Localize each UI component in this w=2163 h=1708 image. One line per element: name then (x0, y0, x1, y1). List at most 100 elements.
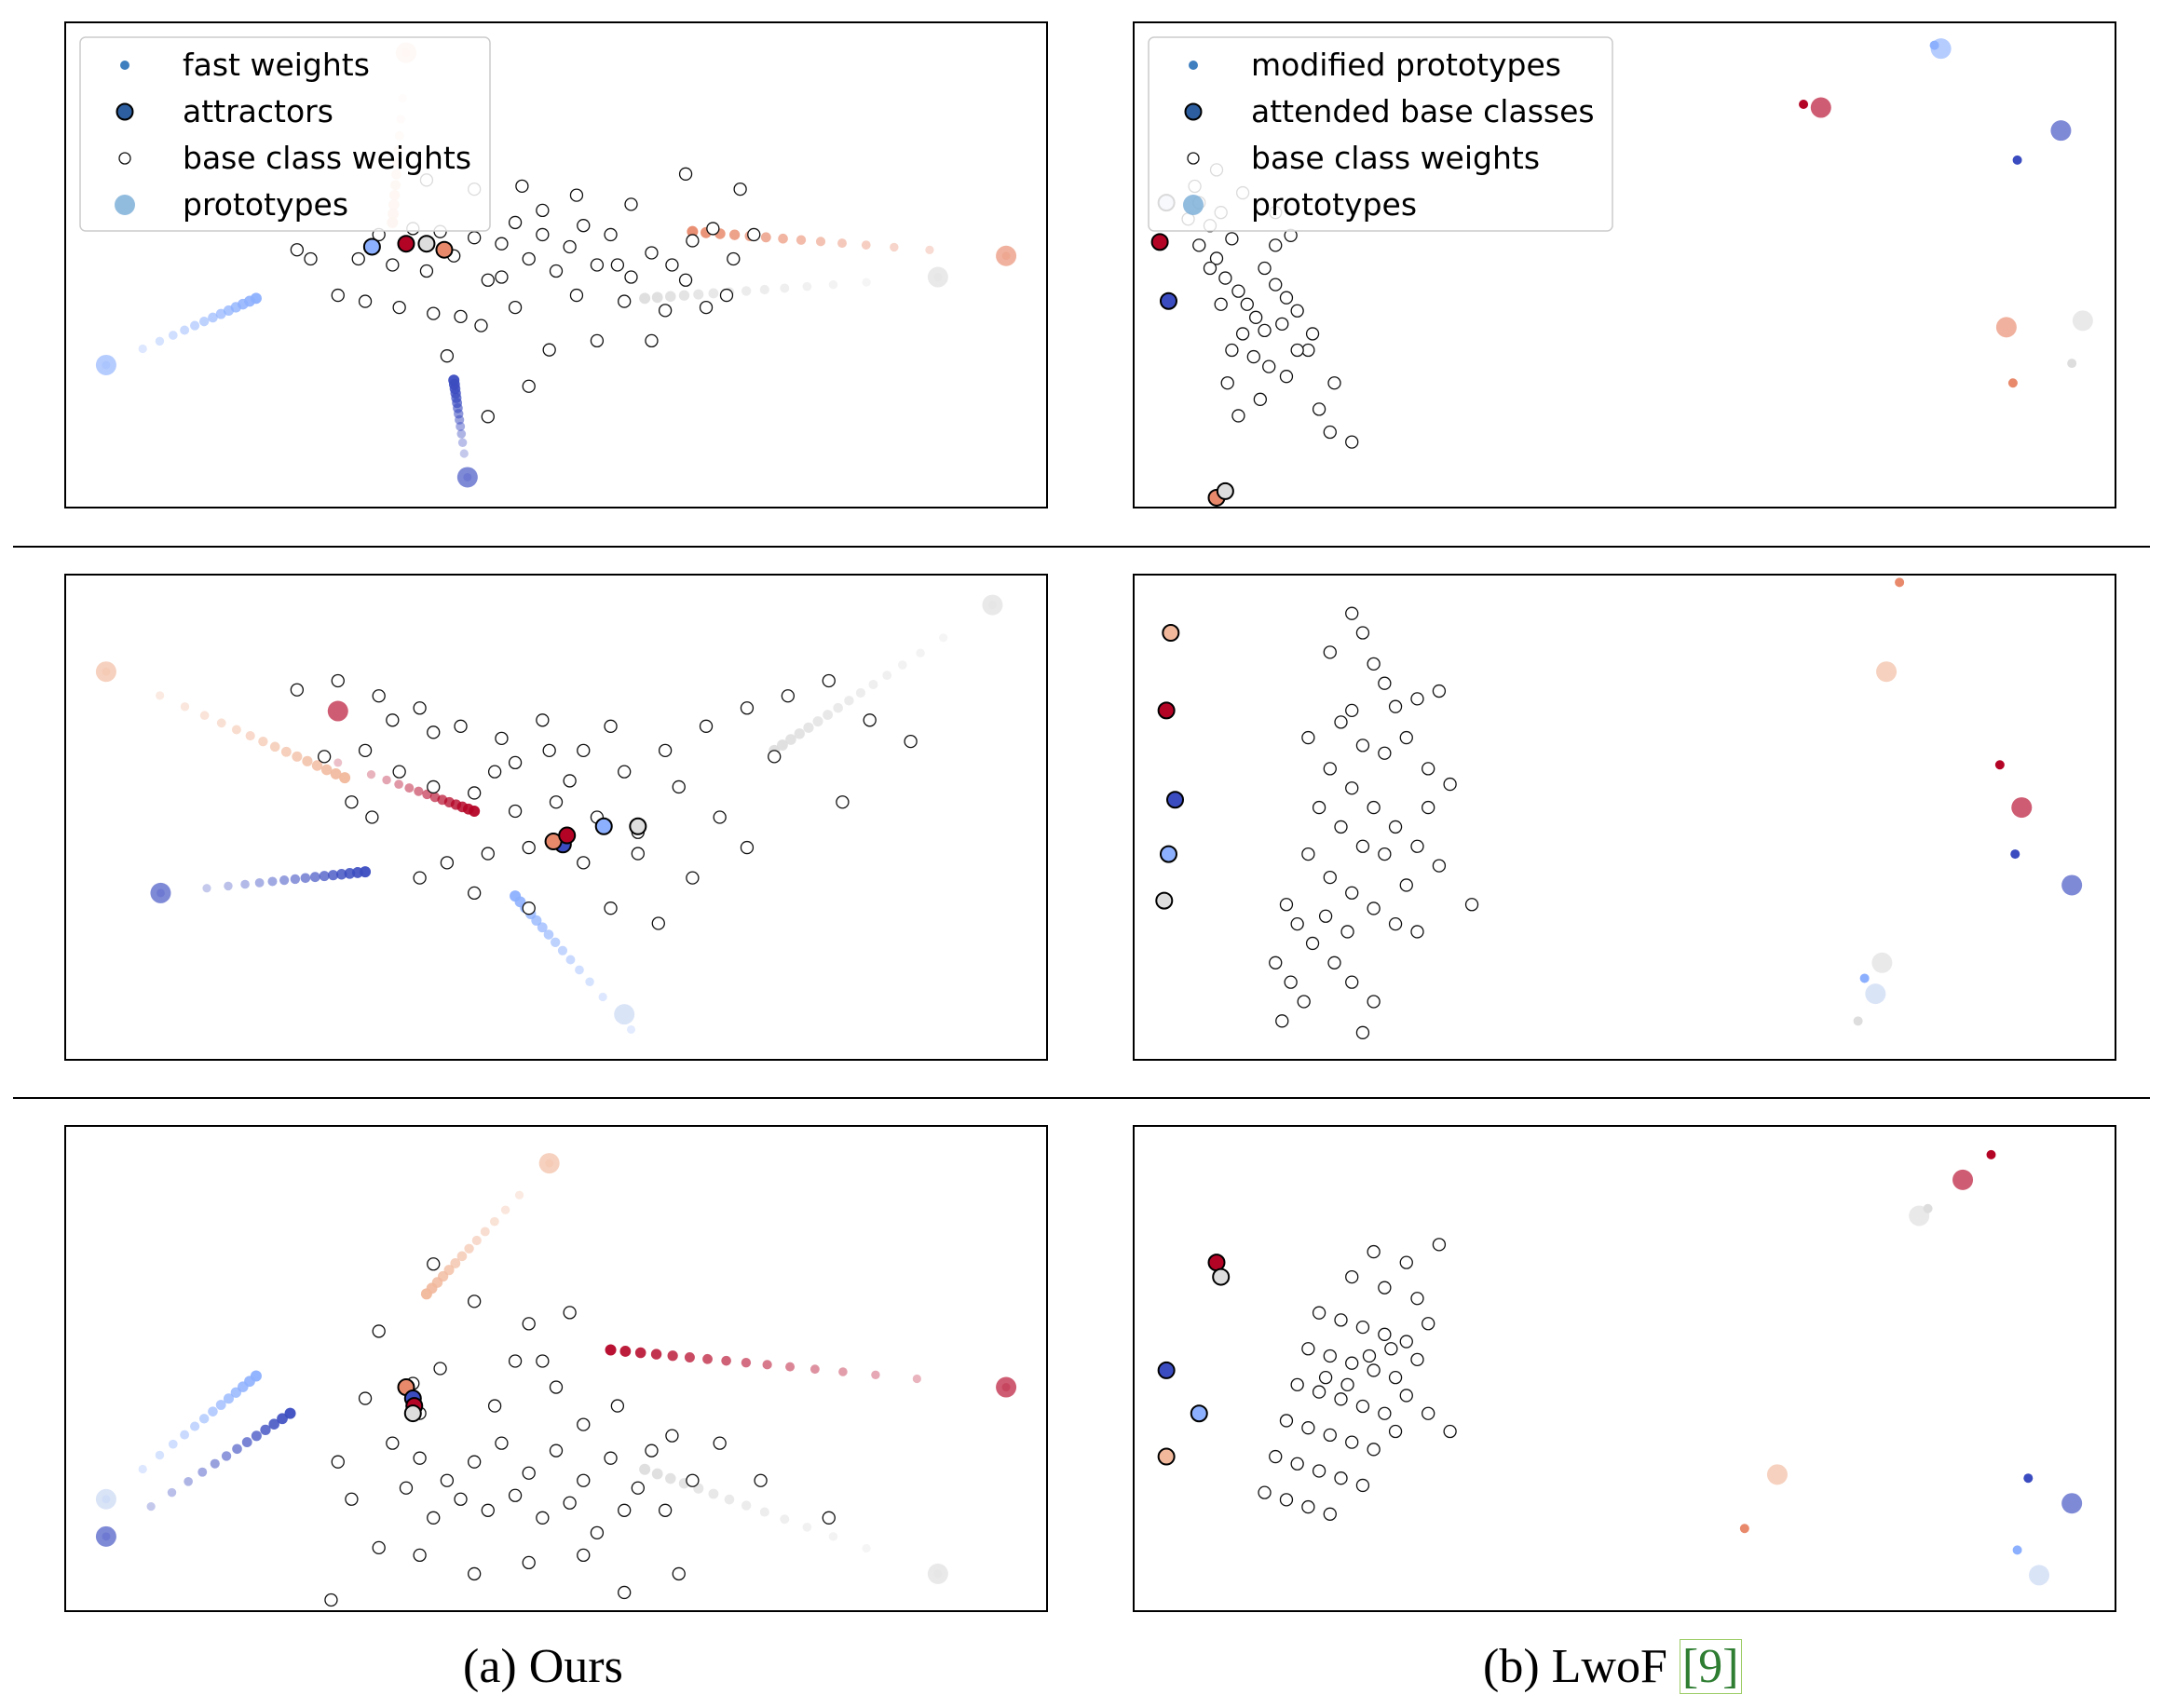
fast-weight-point (741, 1357, 752, 1368)
legend-marker-0 (1189, 61, 1198, 70)
fast-weight-point (138, 1464, 147, 1474)
base-class-weight-point (665, 1429, 679, 1443)
prototype-point (456, 467, 478, 488)
base-class-weight-point (590, 333, 605, 348)
base-class-weight-point (678, 273, 693, 287)
base-class-weight-point (727, 251, 741, 266)
fast-weight-point (190, 1421, 200, 1431)
attended-base-class-point (1157, 1361, 1176, 1379)
base-class-weight-point (440, 349, 455, 363)
base-class-weight-point (719, 288, 734, 303)
base-class-weight-point (508, 1354, 523, 1368)
prototype-point (1865, 983, 1886, 1005)
fast-weight-point (557, 945, 568, 956)
base-class-weight-point (1225, 343, 1239, 358)
base-class-weight-point (1345, 1435, 1359, 1449)
fast-weight-point (678, 290, 690, 301)
base-class-weight-point (1246, 349, 1260, 364)
fast-weight-point (759, 1507, 769, 1517)
base-class-weight-point (1367, 657, 1381, 671)
legend-box (79, 36, 491, 232)
fast-weight-point (414, 786, 424, 796)
base-class-weight-point (658, 743, 673, 758)
fast-weight-point (335, 869, 347, 880)
base-class-weight-point (781, 689, 796, 703)
base-class-weight-point (1279, 370, 1294, 384)
prototype-point (996, 1376, 1017, 1398)
base-class-weight-point (413, 871, 427, 885)
fast-weight-point (190, 320, 200, 331)
base-class-weight-point (1323, 645, 1337, 659)
fast-weight-point (269, 741, 280, 752)
base-class-weight-point (686, 1473, 700, 1487)
base-class-weight-point (645, 246, 659, 260)
fast-weight-point (240, 879, 250, 889)
base-class-weight-point (1301, 1342, 1315, 1356)
row-separator-2 (13, 1097, 2150, 1099)
fast-weight-point (802, 1522, 812, 1532)
base-class-weight-point (665, 258, 679, 272)
base-class-weight-point (1334, 1392, 1348, 1406)
fast-weight-point (232, 1444, 242, 1455)
prototype-point (2072, 310, 2093, 332)
base-class-weight-point (542, 743, 556, 758)
base-class-weight-point (1410, 692, 1424, 706)
base-class-weight-point (1258, 261, 1272, 276)
fast-weight-point (480, 1227, 490, 1237)
base-class-weight-point (304, 251, 318, 266)
base-class-weight-point (481, 847, 495, 861)
base-class-weight-point (1231, 409, 1245, 423)
legend-label: prototypes (183, 186, 348, 223)
attended-base-class-point (1190, 1404, 1208, 1423)
base-class-weight-point (1443, 1424, 1457, 1439)
base-class-weight-point (1220, 376, 1234, 390)
base-class-weight-point (468, 786, 482, 800)
prototype-point (95, 1488, 116, 1510)
row-separator-1 (13, 546, 2150, 548)
fast-weight-point (490, 1216, 499, 1227)
base-class-weight-point (1355, 739, 1370, 752)
base-class-weight-point (658, 304, 673, 318)
citation-link[interactable]: [9] (1679, 1639, 1742, 1694)
base-class-weight-point (1334, 1471, 1348, 1485)
base-class-weight-point (1279, 291, 1294, 305)
base-class-weight-point (1399, 1389, 1413, 1403)
base-class-weight-point (1240, 297, 1254, 311)
fast-weight-point (360, 866, 372, 878)
legend-marker-3 (115, 195, 135, 215)
fast-weight-point (721, 1355, 731, 1366)
fast-weight-point (741, 1500, 752, 1511)
base-class-weight-point (345, 795, 359, 809)
base-class-weight-point (1301, 1499, 1315, 1514)
base-class-weight-point (1312, 1385, 1326, 1399)
base-class-weight-point (522, 251, 536, 266)
base-class-weight-point (549, 1380, 564, 1394)
legend: fast weights attractors base class weights… (79, 36, 491, 232)
modified-prototype-point (2010, 849, 2020, 860)
fast-weight-point (464, 1243, 474, 1254)
base-class-weight-point (904, 734, 918, 749)
base-class-weight-point (522, 840, 536, 855)
base-class-weight-point (604, 719, 618, 733)
fast-weight-point (215, 1400, 226, 1410)
base-class-weight-point (1301, 343, 1315, 358)
base-class-weight-point (569, 188, 584, 202)
base-class-weight-point (1432, 684, 1447, 698)
base-class-weight-point (699, 300, 714, 315)
base-class-weight-point (1334, 820, 1348, 834)
base-class-weight-point (468, 1455, 482, 1469)
base-class-weight-point (419, 264, 434, 278)
base-class-weight-point (495, 270, 509, 284)
base-class-weight-point (1301, 847, 1315, 861)
base-class-weight-point (733, 182, 747, 197)
legend-marker-0 (120, 61, 129, 70)
base-class-weight-point (536, 1354, 550, 1368)
attractor-point (362, 237, 381, 256)
base-class-weight-point (386, 1436, 400, 1450)
fast-weight-point (912, 1374, 921, 1384)
base-class-weight-point (331, 1455, 345, 1469)
fast-weight-point (844, 696, 854, 706)
fast-weight-point (833, 702, 843, 713)
modified-prototype-point (2067, 359, 2077, 369)
base-class-weight-point (1214, 297, 1228, 311)
